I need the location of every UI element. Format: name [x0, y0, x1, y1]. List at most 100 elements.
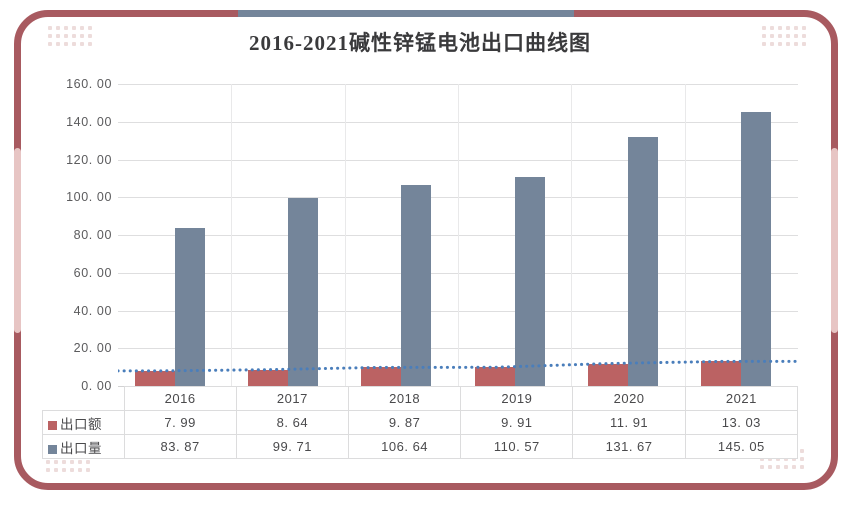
decoration-dot	[64, 42, 68, 46]
decoration-dot	[88, 42, 92, 46]
bar-group	[571, 84, 684, 386]
decoration-dot	[70, 468, 74, 472]
bar-export-value	[361, 367, 402, 386]
bar-export-value	[134, 370, 175, 386]
decoration-dot	[72, 42, 76, 46]
decoration-dot	[72, 26, 76, 30]
y-axis-tick-label: 20. 00	[73, 341, 112, 356]
decoration-dot	[784, 465, 788, 469]
frame-left-accent-segment	[14, 148, 21, 333]
decoration-dot	[794, 34, 798, 38]
table-row: 出口额 7. 99 8. 64 9. 87 9. 91 11. 91 13. 03	[42, 410, 799, 435]
dot-grid-decoration-top-left	[48, 26, 94, 48]
legend-swatch-icon	[48, 420, 57, 430]
chart-title: 2016-2021碱性锌锰电池出口曲线图	[249, 31, 591, 55]
decoration-dot	[794, 42, 798, 46]
category-separator	[571, 84, 573, 386]
decoration-dot	[48, 42, 52, 46]
decoration-dot	[762, 26, 766, 30]
y-axis-tick-label: 160. 00	[66, 77, 112, 91]
decoration-dot	[770, 42, 774, 46]
decoration-dot	[802, 42, 806, 46]
decoration-dot	[800, 457, 804, 461]
decoration-dot	[80, 26, 84, 30]
legend-swatch-icon	[48, 444, 57, 454]
category-separator	[684, 84, 686, 386]
decoration-dot	[46, 460, 50, 464]
decoration-dot	[778, 42, 782, 46]
decoration-dot	[786, 26, 790, 30]
decoration-dot	[768, 457, 772, 461]
decoration-dot	[802, 26, 806, 30]
legend-label: 出口额	[60, 416, 102, 432]
bar-group	[231, 84, 344, 386]
table-row: 出口量 83. 87 99. 71 106. 64 110. 57 131. 67 145.…	[42, 434, 799, 459]
decoration-dot	[786, 42, 790, 46]
bar-export-value	[701, 361, 742, 386]
bar-export-volume	[741, 112, 772, 386]
bar-group	[345, 84, 458, 386]
bar-export-volume	[401, 184, 432, 386]
decoration-dot	[46, 468, 50, 472]
bar-export-volume	[627, 137, 658, 386]
y-axis-labels: 160. 00 140. 00 120. 00 100. 00 80. 00 60. 00…	[36, 77, 112, 393]
trend-line	[118, 359, 798, 373]
decoration-dot	[792, 457, 796, 461]
frame-top-accent-segment	[238, 10, 574, 17]
category-separator	[458, 84, 459, 386]
bar-export-value	[247, 369, 288, 386]
decoration-dot	[762, 34, 766, 38]
dot-grid-decoration-top-right	[762, 26, 808, 48]
bar-export-volume	[174, 227, 205, 386]
data-table: 2016 2017 2018 2019 2020 2021 出口额 7. 99 8. 64 9.…	[42, 386, 799, 459]
bar-export-value	[474, 367, 515, 386]
legend-label: 出口量	[60, 440, 102, 456]
decoration-dot	[786, 34, 790, 38]
decoration-dot	[784, 457, 788, 461]
bar-export-volume	[514, 177, 545, 386]
decoration-dot	[70, 460, 74, 464]
table-cell: 106. 64	[347, 434, 462, 459]
table-cell: 13. 03	[684, 410, 799, 435]
bar-group	[118, 84, 231, 386]
table-row-header: 出口额	[42, 410, 125, 435]
decoration-dot	[794, 26, 798, 30]
decoration-dot	[80, 34, 84, 38]
table-column-header: 2020	[572, 386, 686, 411]
decoration-dot	[62, 460, 66, 464]
table-cell: 145. 05	[684, 434, 799, 459]
table-column-header: 2019	[460, 386, 574, 411]
decoration-dot	[768, 465, 772, 469]
frame-right-accent-segment	[831, 148, 838, 333]
decoration-dot	[88, 26, 92, 30]
y-axis-tick-label: 80. 00	[73, 228, 112, 242]
decoration-dot	[760, 457, 764, 461]
decoration-dot	[86, 468, 90, 472]
plot-area	[118, 84, 798, 386]
table-column-header: 2016	[123, 386, 237, 411]
decoration-dot	[88, 34, 92, 38]
y-axis-tick-label: 140. 00	[66, 114, 112, 129]
table-cell: 11. 91	[572, 410, 686, 435]
decoration-dot	[762, 42, 766, 46]
category-separator	[231, 84, 233, 386]
table-column-header: 2018	[347, 386, 462, 411]
decoration-dot	[776, 465, 780, 469]
y-axis-tick-label: 100. 00	[66, 190, 112, 205]
decoration-dot	[800, 449, 804, 453]
decoration-dot	[48, 34, 52, 38]
decoration-dot	[760, 465, 764, 469]
decoration-dot	[48, 26, 52, 30]
y-axis-tick-label: 120. 00	[66, 152, 112, 167]
decoration-dot	[62, 468, 66, 472]
table-cell: 99. 71	[235, 434, 349, 459]
table-cell: 83. 87	[123, 434, 237, 459]
table-body: 出口额 7. 99 8. 64 9. 87 9. 91 11. 91 13. 03 出口量 83…	[42, 410, 799, 459]
decoration-dot	[778, 26, 782, 30]
decoration-dot	[776, 457, 780, 461]
table-column-header: 2017	[235, 386, 349, 411]
decoration-dot	[56, 26, 60, 30]
decoration-dot	[78, 468, 82, 472]
decoration-dot	[54, 460, 58, 464]
